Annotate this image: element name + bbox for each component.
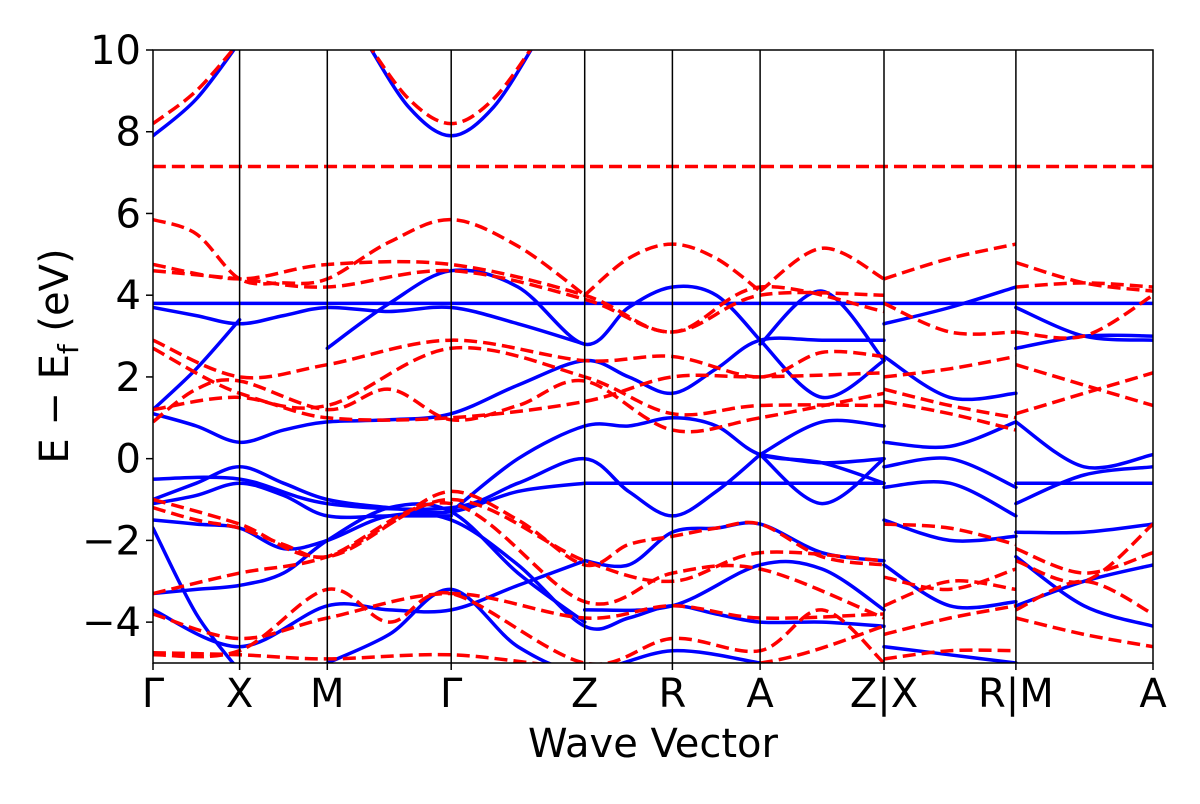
band-line-dashed-64 <box>153 501 885 620</box>
x-tick-label-2: M <box>310 671 345 717</box>
x-tick-label-3: Γ <box>440 671 463 717</box>
y-tick-label-0: 10 <box>90 28 141 74</box>
band-line-dashed-63 <box>153 497 885 584</box>
x-tick-label-0: Γ <box>142 671 165 717</box>
band-line-solid-13 <box>449 416 886 514</box>
band-line-solid-12 <box>758 452 886 506</box>
band-line-dashed-69 <box>883 567 1017 592</box>
band-line-solid-19 <box>582 559 886 613</box>
band-line-dashed-52 <box>883 242 1017 281</box>
band-line-solid-31 <box>882 644 1018 663</box>
x-tick-label-7: Z|X <box>850 671 918 717</box>
y-axis-label-unit: (eV) <box>32 248 78 344</box>
band-line-dashed-76 <box>1015 616 1153 649</box>
x-axis-label: Wave Vector <box>528 721 779 767</box>
x-tick-label-1: X <box>226 671 253 717</box>
band-line-dashed-61 <box>1015 371 1153 416</box>
band-line-solid-24 <box>882 285 1018 326</box>
high-symmetry-lines <box>238 50 1017 663</box>
band-line-solid-30 <box>882 563 1018 610</box>
band-line-solid-17 <box>153 511 886 631</box>
band-line-solid-3 <box>153 305 587 346</box>
y-tick-label-2: 6 <box>116 191 141 237</box>
band-line-solid-25 <box>882 354 1018 402</box>
x-tick-label-9: A <box>1139 671 1167 717</box>
band-line-dashed-47 <box>153 268 885 334</box>
band-line-dashed-56 <box>883 399 1017 432</box>
band-line-dashed-54 <box>883 354 1017 379</box>
x-tick-label-5: R <box>659 671 687 717</box>
band-line-dashed-74 <box>1015 522 1153 585</box>
band-line-solid-6 <box>325 268 762 351</box>
x-tick-label-8: R|M <box>978 671 1054 717</box>
band-line-dashed-68 <box>883 522 1017 547</box>
band-line-dashed-65 <box>153 591 885 641</box>
band-line-solid-5 <box>153 336 886 445</box>
band-line-solid-8 <box>758 289 886 363</box>
band-line-dashed-60 <box>1015 363 1153 408</box>
band-line-solid-9 <box>153 452 762 518</box>
band-line-solid-29 <box>882 518 1018 543</box>
band-line-solid-7 <box>758 338 886 400</box>
band-line-dashed-40 <box>153 50 235 125</box>
band-line-dashed-51 <box>153 371 885 422</box>
band-line-dashed-75 <box>1015 579 1153 616</box>
y-tick-label-7: −4 <box>82 600 141 646</box>
y-tick-label-5: 0 <box>116 437 141 483</box>
y-axis-label-main: E − E <box>32 354 78 464</box>
band-line-dashed-66 <box>153 587 886 663</box>
band-line-dashed-72 <box>883 648 1016 661</box>
band-line-dashed-62 <box>153 489 885 568</box>
x-axis: Γ X M Γ Z R A Z|X R|M A <box>142 663 1167 717</box>
band-curves <box>153 50 1153 663</box>
y-tick-label-3: 4 <box>116 273 141 319</box>
band-line-dashed-71 <box>883 604 1017 637</box>
band-line-dashed-55 <box>883 387 1017 420</box>
band-line-solid-38 <box>1014 554 1153 628</box>
band-line-solid-36 <box>1014 465 1153 506</box>
band-line-dashed-50 <box>153 378 885 434</box>
x-tick-label-6: A <box>746 671 774 717</box>
band-line-dashed-48 <box>153 338 885 380</box>
band-line-solid-26 <box>882 420 1018 450</box>
band-line-dashed-43 <box>153 217 586 297</box>
y-tick-label-4: 2 <box>116 355 141 401</box>
band-line-solid-10 <box>758 418 886 457</box>
band-line-solid-22 <box>153 526 236 663</box>
band-line-solid-39 <box>1014 563 1153 608</box>
band-line-dashed-57 <box>1015 260 1153 293</box>
band-line-dashed-46 <box>153 259 885 334</box>
band-line-dashed-53 <box>883 301 1016 336</box>
y-tick-label-1: 8 <box>116 110 141 156</box>
y-tick-label-6: −2 <box>82 518 141 564</box>
y-axis-label: E − Ef (eV) <box>32 248 85 463</box>
band-line-solid-4 <box>153 317 242 412</box>
band-line-dashed-58 <box>1015 281 1153 289</box>
band-line-solid-20 <box>153 502 587 624</box>
band-line-dashed-45 <box>759 246 885 293</box>
band-line-solid-37 <box>1014 522 1153 535</box>
band-line-dashed-70 <box>883 579 1017 608</box>
band-line-dashed-59 <box>1015 293 1153 340</box>
y-axis: 10 8 6 4 2 0 −2 −4 <box>82 28 153 646</box>
band-line-solid-28 <box>882 479 1018 518</box>
plot-frame <box>152 49 1154 664</box>
band-line-solid-34 <box>1014 420 1153 470</box>
y-axis-label-subscript: f <box>52 343 85 354</box>
x-tick-label-4: Z <box>571 671 598 717</box>
band-line-solid-27 <box>882 456 1018 490</box>
